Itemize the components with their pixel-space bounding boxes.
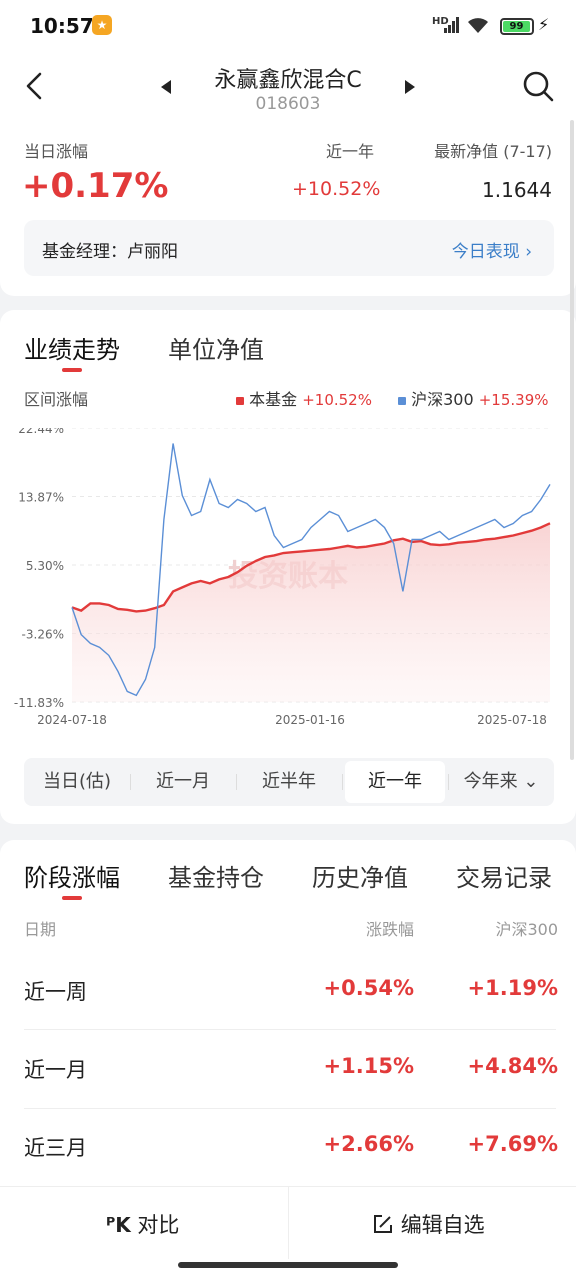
network-type: HD (432, 16, 449, 27)
period-option[interactable]: 近一月 (156, 771, 210, 792)
bottom-action-bar: ᴾK 对比 编辑自选 (0, 1186, 576, 1280)
y-tick-label: -3.26% (22, 628, 64, 642)
pk-icon: ᴾK (106, 1213, 131, 1237)
tab-stage-returns[interactable]: 阶段涨幅 (24, 864, 120, 892)
range-change-label: 区间涨幅 (24, 390, 89, 409)
manager-bar[interactable]: 基金经理：卢丽阳 今日表现 › (24, 220, 554, 276)
header-date: 日期 (24, 920, 57, 939)
x-tick-label: 2024-07-18 (37, 713, 107, 727)
battery-icon: 99 (500, 18, 534, 35)
today-performance-link[interactable]: 今日表现 › (452, 237, 532, 262)
daily-change-value: +0.17% (22, 166, 169, 206)
legend-fund-name: 本基金 (249, 390, 298, 409)
battery-level: 99 (503, 21, 530, 32)
row-period: 近一月 (24, 1058, 87, 1082)
tab-trade-records[interactable]: 交易记录 (456, 864, 552, 892)
home-indicator (178, 1262, 398, 1268)
period-option[interactable]: 近一年 (345, 761, 445, 803)
y-tick-label: 5.30% (26, 559, 64, 573)
previous-fund-icon[interactable] (160, 80, 172, 94)
year-change-value: +10.52% (292, 178, 381, 200)
row-period: 近一周 (24, 980, 87, 1004)
status-bar: 10:57 ★ HD 99 ⚡ (0, 0, 576, 54)
hs300-series-line (71, 443, 551, 697)
performance-chart[interactable]: 22.44% 13.87% 5.30% -3.26% -11.83% 2024-07-18… (0, 428, 576, 738)
tab-underline (62, 896, 82, 900)
legend-fund-value: +10.52% (302, 391, 372, 409)
y-tick-label: -11.83% (14, 696, 64, 710)
tab-history-nav[interactable]: 历史净值 (312, 864, 408, 892)
row-divider (24, 1108, 556, 1109)
tab-performance[interactable]: 业绩走势 (24, 336, 120, 364)
next-fund-icon[interactable] (404, 80, 416, 94)
legend-fund-swatch (236, 396, 244, 405)
header-change: 涨跌幅 (365, 920, 414, 939)
header-hs300: 沪深300 (495, 920, 558, 939)
period-option[interactable]: 今年来 ⌄ (463, 771, 539, 792)
charging-icon: ⚡ (538, 15, 550, 34)
back-arrow-icon[interactable] (22, 72, 46, 100)
nav-label: 最新净值 (7-17) (434, 142, 552, 161)
fund-header: 永赢鑫欣混合C 018603 当日涨幅 +0.17% 近一年 +10.52% 最… (0, 54, 576, 296)
period-divider (130, 774, 131, 790)
edit-watchlist-label: 编辑自选 (400, 1213, 485, 1237)
app-notification-icon: ★ (92, 15, 112, 35)
status-time: 10:57 (30, 14, 94, 38)
legend-hs300-name: 沪深300 (411, 390, 474, 409)
row-divider (24, 1029, 556, 1030)
signal-icon (444, 17, 459, 33)
period-option[interactable]: 近半年 (262, 771, 316, 792)
search-icon[interactable] (522, 70, 554, 102)
tab-unit-nav[interactable]: 单位净值 (168, 336, 264, 364)
row-change: +2.66% (323, 1132, 414, 1156)
x-tick-label: 2025-07-18 (477, 713, 547, 727)
fund-name: 永赢鑫欣混合C (214, 68, 362, 93)
fund-code: 018603 (255, 94, 321, 114)
nav-value: 1.1644 (482, 178, 552, 202)
wifi-icon (468, 18, 488, 33)
fund-area (72, 523, 550, 702)
tab-holdings[interactable]: 基金持仓 (168, 864, 264, 892)
compare-label: 对比 (137, 1213, 180, 1237)
period-selector: 当日(估) 近一月 近半年 近一年 今年来 ⌄ (24, 758, 554, 806)
fund-series-line (71, 522, 551, 613)
chart-card: 业绩走势 单位净值 区间涨幅 本基金 +10.52% 沪深300 +15.39%… (0, 310, 576, 824)
row-hs300: +1.19% (467, 976, 558, 1000)
row-period: 近三月 (24, 1136, 87, 1160)
y-tick-label: 13.87% (18, 491, 64, 505)
fund-manager: 基金经理：卢丽阳 (42, 242, 178, 262)
legend-hs300-swatch (398, 396, 406, 405)
compare-button[interactable]: ᴾK 对比 (106, 1209, 179, 1239)
legend-hs300-value: +15.39% (478, 391, 549, 409)
year-change-label: 近一年 (326, 142, 375, 161)
scrollbar[interactable] (570, 120, 574, 760)
today-performance-label: 今日表现 (451, 242, 520, 262)
row-hs300: +7.69% (467, 1132, 558, 1156)
chevron-right-icon: › (525, 242, 532, 262)
y-tick-label: 22.44% (18, 428, 64, 436)
period-divider (236, 774, 237, 790)
legend-fund: 本基金 +10.52% (236, 386, 372, 410)
tab-underline (62, 368, 82, 372)
edit-icon (374, 1215, 392, 1233)
period-divider (448, 774, 449, 790)
row-hs300: +4.84% (467, 1054, 558, 1078)
row-change: +1.15% (323, 1054, 414, 1078)
period-divider (342, 774, 343, 790)
divider (288, 1187, 289, 1259)
legend-hs300: 沪深300 +15.39% (398, 386, 549, 410)
row-change: +0.54% (323, 976, 414, 1000)
daily-change-label: 当日涨幅 (24, 142, 89, 161)
x-tick-label: 2025-01-16 (275, 713, 345, 727)
edit-watchlist-button[interactable]: 编辑自选 (372, 1209, 485, 1239)
period-option[interactable]: 当日(估) (42, 771, 112, 792)
